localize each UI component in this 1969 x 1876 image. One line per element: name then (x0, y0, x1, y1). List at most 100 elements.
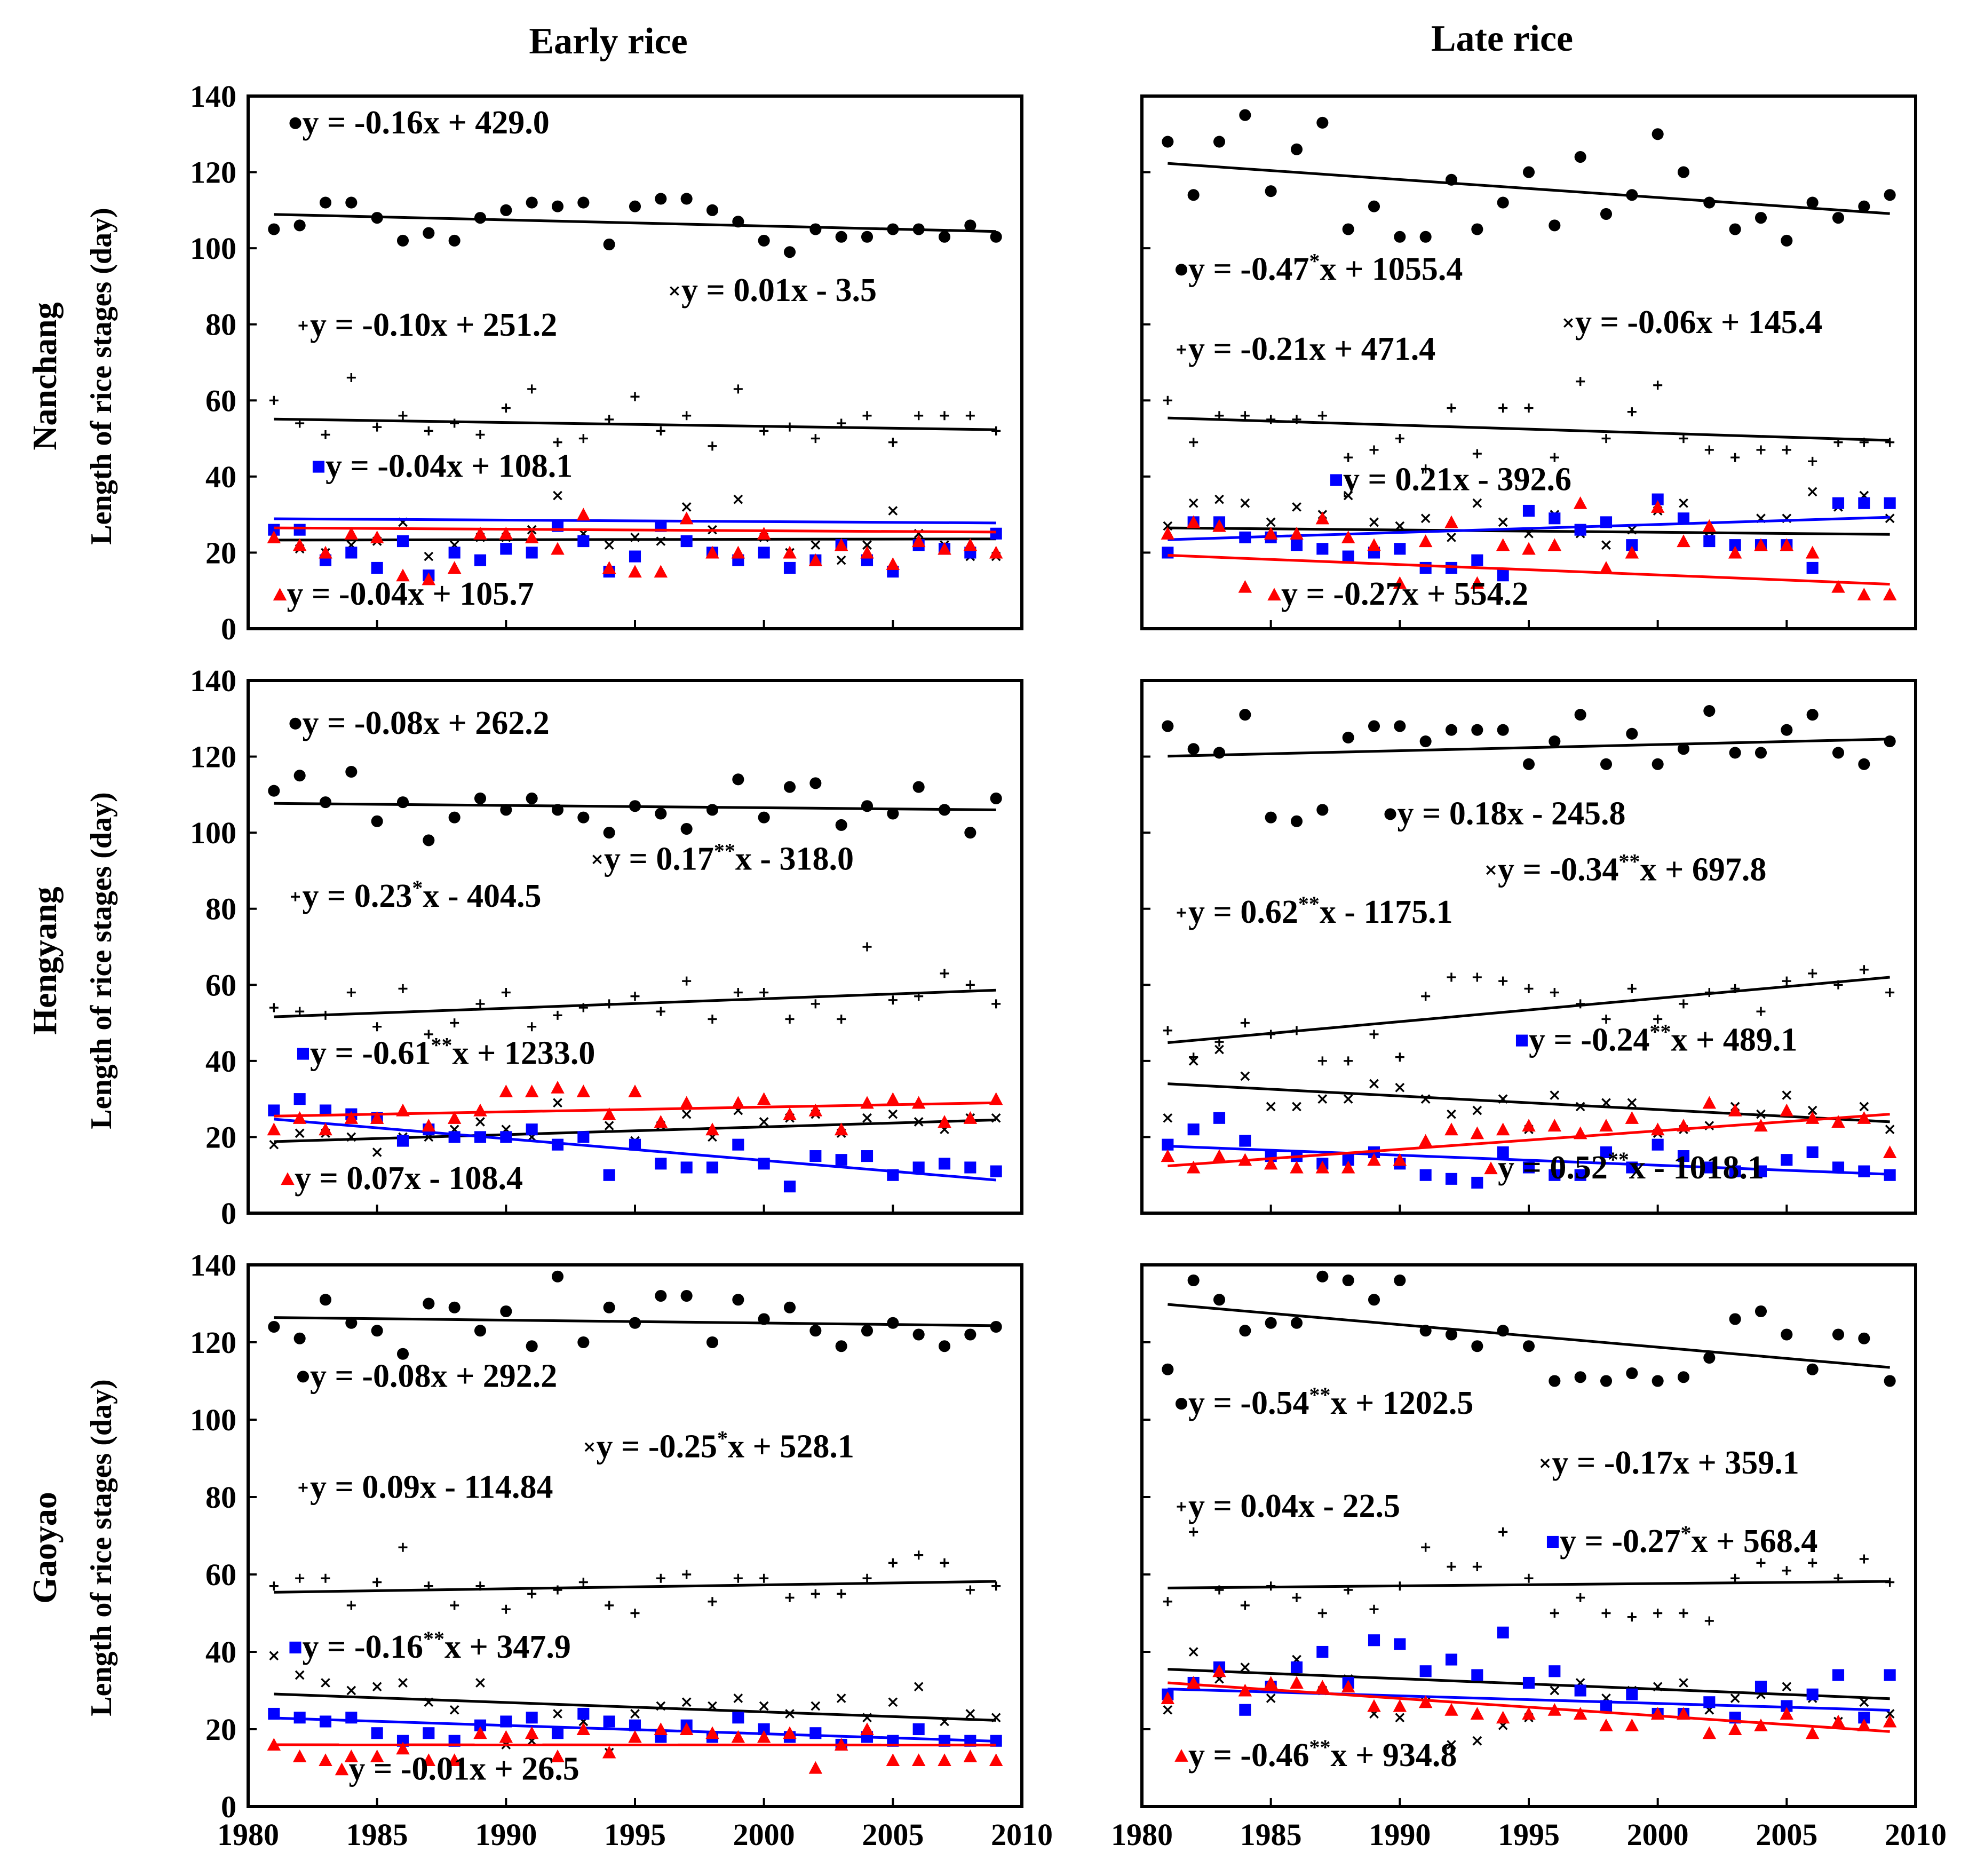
trend-line-cross (1168, 526, 1890, 536)
y-tick-label: 40 (205, 1635, 236, 1669)
point-triangle (1367, 538, 1381, 551)
point-triangle (447, 561, 462, 574)
panel-hengyang-early: 0 20 40 60 80 100 120 140 y = -0.08x + 262.2 y = … (190, 663, 1023, 1231)
point-plus (990, 998, 1002, 1010)
point-plus (371, 1021, 383, 1032)
point-plus (887, 994, 899, 1006)
point-circle (706, 804, 719, 816)
point-triangle (1470, 1707, 1484, 1720)
column-title-late: Late rice (1431, 18, 1573, 59)
point-plus (397, 410, 409, 421)
point-square (990, 527, 1002, 540)
point-plus (1240, 1600, 1251, 1611)
point-circle (1754, 212, 1767, 224)
point-square (1703, 1696, 1716, 1708)
y-tick-label: 0 (221, 1196, 236, 1231)
point-plus (474, 998, 486, 1010)
x-tick-label: 1980 (217, 1817, 279, 1852)
point-cross (1369, 1079, 1379, 1089)
point-plus (320, 429, 331, 440)
point-triangle (1599, 1119, 1613, 1132)
point-triangle (1496, 1711, 1510, 1724)
point-cross (320, 1677, 331, 1688)
equation-triangle: y = -0.46**x + 934.8 (1188, 1735, 1457, 1774)
point-plus (1807, 968, 1818, 979)
point-circle (1445, 1328, 1458, 1341)
point-plus (1523, 402, 1535, 414)
point-square (1239, 1704, 1251, 1716)
point-circle (1239, 1325, 1251, 1337)
trend-line-circle (1168, 738, 1890, 758)
point-plus (629, 1608, 641, 1619)
point-plus (1188, 437, 1199, 448)
point-circle (1884, 189, 1896, 201)
equation-triangle: y = -0.01x + 26.5 (349, 1751, 579, 1787)
point-circle (1522, 1340, 1535, 1352)
point-square (990, 1165, 1002, 1177)
point-cross (372, 1681, 383, 1692)
point-circle (1497, 1325, 1509, 1337)
point-cross (1343, 1094, 1354, 1104)
point-circle (861, 800, 874, 812)
point-circle (783, 1301, 796, 1313)
point-plus (1317, 410, 1328, 421)
point-triangle (1522, 542, 1536, 555)
point-plus (1317, 1608, 1328, 1619)
point-circle (396, 796, 409, 809)
point-circle (1342, 731, 1354, 743)
y-tick-label: 140 (190, 79, 236, 114)
point-circle (423, 227, 435, 239)
point-square (1162, 1138, 1174, 1151)
point-triangle (1831, 1714, 1845, 1728)
point-plus (913, 1549, 924, 1561)
point-circle (474, 1325, 487, 1337)
equation-marker-plus (1176, 1501, 1187, 1513)
point-square (629, 1719, 641, 1731)
point-square (1652, 1138, 1664, 1151)
point-circle (1754, 1305, 1767, 1318)
point-triangle (860, 1096, 874, 1109)
point-square (526, 547, 538, 559)
point-square (1884, 1669, 1896, 1681)
point-triangle (1754, 1119, 1768, 1132)
point-circle (293, 1332, 306, 1344)
point-plus (1420, 991, 1431, 1002)
point-plus (449, 1600, 460, 1611)
equation-marker-triangle (273, 588, 287, 601)
point-square (371, 1727, 383, 1739)
point-circle (603, 1301, 615, 1313)
point-square (706, 1161, 719, 1174)
point-triangle (1444, 515, 1458, 528)
point-cross (552, 1708, 563, 1719)
plot-frame (247, 679, 1023, 1215)
point-circle (1549, 735, 1561, 748)
point-cross (1885, 1124, 1895, 1135)
point-square (1187, 1123, 1200, 1136)
point-cross (1678, 1677, 1689, 1688)
equation-triangle: y = 0.07x - 108.4 (295, 1160, 523, 1197)
point-plus (1626, 983, 1638, 994)
point-triangle (989, 1753, 1003, 1767)
point-cross (1291, 1102, 1302, 1112)
point-square (1368, 1634, 1380, 1647)
point-plus (1368, 1604, 1380, 1615)
point-circle (1213, 747, 1226, 759)
y-tick-label: 60 (205, 1557, 236, 1592)
point-circle (861, 1325, 874, 1337)
point-square (1394, 543, 1406, 555)
point-circle (268, 223, 280, 235)
point-plus (1575, 998, 1586, 1010)
point-triangle (1522, 1707, 1536, 1720)
equation-cross: y = 0.17**x - 318.0 (604, 838, 854, 877)
trend-line-circle (274, 213, 996, 233)
point-cross (1162, 1113, 1173, 1123)
point-circle (887, 808, 899, 820)
point-circle (1471, 1340, 1483, 1352)
equation-square: y = -0.24**x + 489.1 (1529, 1019, 1797, 1058)
point-plus (1188, 1526, 1199, 1538)
point-triangle (860, 545, 874, 559)
point-square (293, 1712, 306, 1724)
point-square (1471, 554, 1483, 566)
point-square (1600, 516, 1613, 528)
point-plus (320, 1573, 331, 1584)
